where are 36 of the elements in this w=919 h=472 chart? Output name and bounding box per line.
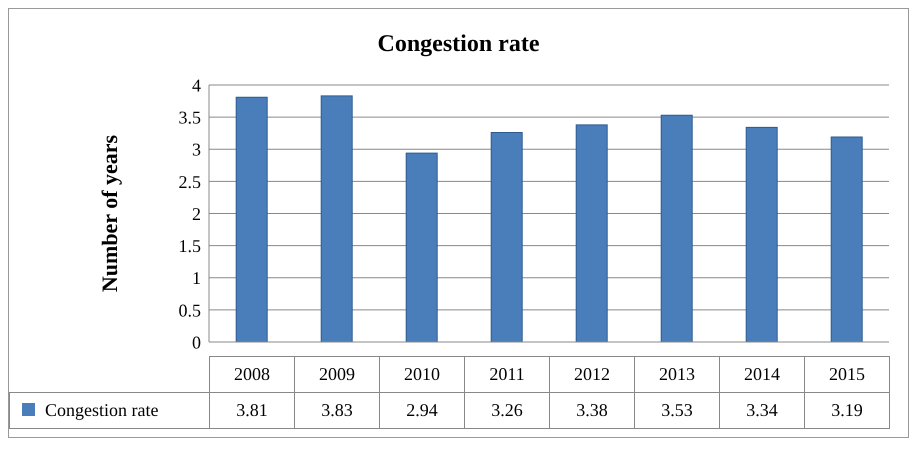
y-tick-label: 4 [192,75,201,96]
bar [320,95,353,342]
y-tick-label: 2 [192,204,201,224]
bar [746,126,778,342]
y-tick-label: 1 [192,268,201,288]
data-label: 3.26 [464,392,550,428]
data-label: 3.53 [634,392,720,428]
bar [660,114,693,342]
y-tick-label: 1.5 [178,236,201,256]
bar [236,96,268,342]
y-tick-label: 3.5 [178,108,201,128]
x-tick-label: 2011 [464,356,550,392]
bar [490,132,523,342]
bar [830,136,863,342]
data-label: 3.34 [720,392,804,428]
data-label: 3.19 [804,392,890,428]
legend-label: Congestion rate [10,392,210,428]
bar [406,152,438,342]
x-tick-label: 2012 [550,356,634,392]
y-tick-label: 3 [192,140,201,160]
x-tick-label: 2008 [210,356,294,392]
x-tick-label: 2009 [294,356,380,392]
y-tick-label: 0.5 [178,300,201,320]
y-tick-label: 0 [192,332,201,352]
bar [576,124,608,342]
x-tick-label: 2010 [380,356,464,392]
data-label: 3.81 [210,392,294,428]
x-tick-label: 2013 [634,356,720,392]
data-label: 3.83 [294,392,380,428]
x-tick-label: 2015 [804,356,890,392]
y-axis-title: Number of years [96,134,122,292]
data-label: 2.94 [380,392,464,428]
chart-title: Congestion rate [376,30,540,59]
x-tick-label: 2014 [720,356,804,392]
data-label: 3.38 [550,392,634,428]
y-tick-label: 2.5 [178,172,201,192]
